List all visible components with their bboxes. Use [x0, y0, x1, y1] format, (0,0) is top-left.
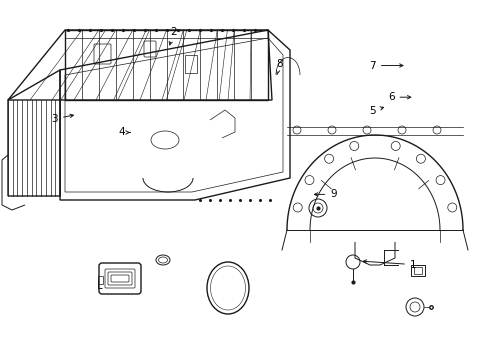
- Text: 4: 4: [118, 127, 130, 138]
- Text: 7: 7: [368, 60, 402, 71]
- Text: 2: 2: [169, 27, 177, 45]
- Text: 1: 1: [363, 260, 416, 270]
- Bar: [98, 276, 103, 284]
- Text: 9: 9: [314, 189, 336, 199]
- Text: 5: 5: [368, 106, 383, 116]
- Text: 3: 3: [51, 114, 73, 124]
- Bar: [413, 267, 421, 274]
- Bar: [410, 265, 424, 276]
- Text: 8: 8: [276, 59, 283, 75]
- Bar: [184, 55, 197, 73]
- Text: 6: 6: [387, 92, 410, 102]
